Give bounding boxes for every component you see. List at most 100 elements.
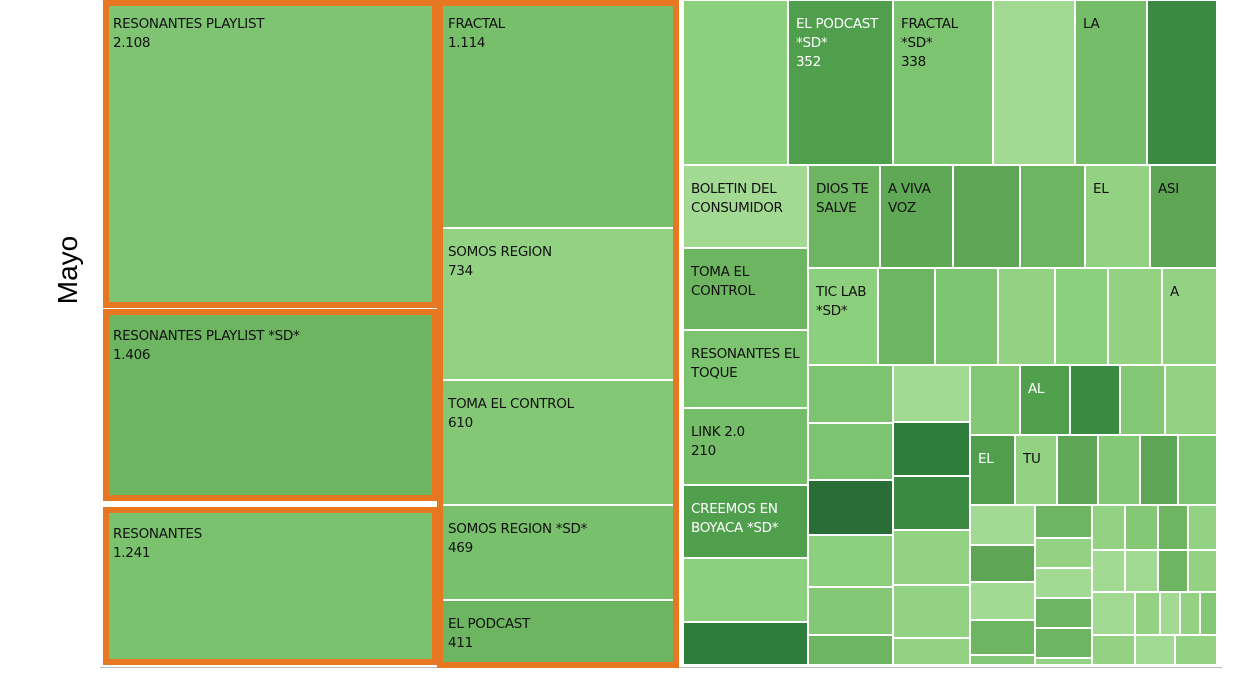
treemap-cell: [808, 365, 893, 423]
cell-name: EL: [978, 451, 994, 467]
treemap-cell: [808, 480, 893, 535]
treemap-cell: [1200, 592, 1217, 635]
treemap-cell: [1092, 592, 1135, 635]
treemap-cell: A VIVA VOZ: [880, 165, 953, 268]
treemap-cell: [1092, 635, 1135, 665]
treemap-cell: [1140, 435, 1178, 505]
cell-label: EL PODCAST 411: [448, 615, 670, 653]
cell-name: TU: [1023, 451, 1041, 467]
treemap-cell: [1165, 365, 1217, 435]
treemap-cell: [1035, 598, 1092, 628]
cell-label: A VIVA VOZ: [888, 180, 948, 218]
treemap-cell: [1035, 568, 1092, 598]
treemap-cell: [970, 620, 1035, 655]
cell-label: TOMA EL CONTROL 610: [448, 395, 670, 433]
cell-label: DIOS TE SALVE: [816, 180, 875, 218]
cell-name: TIC LAB *SD*: [816, 284, 867, 319]
treemap-cell: [1057, 435, 1098, 505]
treemap-cell: LINK 2.0 210: [683, 408, 808, 485]
cell-name: CREEMOS EN BOYACA *SD*: [691, 501, 779, 536]
cell-value: 469: [448, 540, 473, 556]
treemap-cell: [683, 0, 788, 165]
treemap-cell: [893, 530, 970, 585]
treemap-cell: EL: [970, 435, 1015, 505]
treemap-cell: [970, 582, 1035, 620]
treemap-cell: RESONANTES EL TOQUE: [683, 330, 808, 408]
treemap-cell: DIOS TE SALVE: [808, 165, 880, 268]
cell-name: DIOS TE SALVE: [816, 181, 869, 216]
cell-label: EL: [978, 450, 1010, 469]
cell-label: SOMOS REGION *SD* 469: [448, 520, 670, 558]
cell-label: AL: [1028, 380, 1065, 399]
treemap-cell: [1125, 505, 1158, 550]
treemap-cell: [993, 0, 1075, 165]
treemap-cell: [893, 365, 970, 422]
cell-value: 210: [691, 443, 716, 459]
cell-label: RESONANTES PLAYLIST *SD* 1.406: [113, 327, 430, 365]
cell-name: LA: [1083, 16, 1100, 32]
cell-value: 411: [448, 635, 473, 651]
treemap-cell: RESONANTES PLAYLIST *SD* 1.406: [105, 312, 435, 498]
cell-name: AL: [1028, 381, 1045, 397]
cell-label: FRACTAL 1.114: [448, 15, 670, 53]
treemap-cell: [1055, 268, 1108, 365]
cell-label: BOLETIN DEL CONSUMIDOR: [691, 180, 803, 218]
cell-label: TIC LAB *SD*: [816, 283, 873, 321]
treemap-cell: [808, 423, 893, 480]
treemap-cell: [1158, 505, 1188, 550]
cell-name: FRACTAL *SD*: [901, 16, 958, 51]
treemap-cell: ASI: [1150, 165, 1217, 268]
treemap-cell: [808, 535, 893, 587]
cell-value: 1.406: [113, 347, 151, 363]
treemap-cell: [1035, 505, 1092, 538]
treemap-cell: TOMA EL CONTROL 610: [440, 380, 675, 505]
treemap-cell: FRACTAL 1.114: [440, 0, 675, 228]
cell-name: FRACTAL: [448, 16, 505, 32]
treemap-cell: [1180, 592, 1200, 635]
cell-name: SOMOS REGION: [448, 244, 552, 260]
treemap-cell: [1092, 550, 1125, 592]
treemap-cell: [1070, 365, 1120, 435]
cell-name: BOLETIN DEL CONSUMIDOR: [691, 181, 783, 216]
treemap-cell: [953, 165, 1020, 268]
treemap-cell: [970, 655, 1035, 665]
treemap-cell: [893, 422, 970, 476]
cell-name: LINK 2.0: [691, 424, 745, 440]
treemap-cell: EL PODCAST 411: [440, 600, 675, 665]
cell-name: SOMOS REGION *SD*: [448, 521, 588, 537]
treemap-cell: [1092, 505, 1125, 550]
treemap-cell: SOMOS REGION 734: [440, 228, 675, 380]
treemap-cell: [970, 365, 1020, 435]
treemap-cell: [683, 622, 808, 665]
treemap-cell: LA: [1075, 0, 1147, 165]
treemap-cell: TU: [1015, 435, 1057, 505]
treemap-cell: EL PODCAST *SD* 352: [788, 0, 893, 165]
treemap-cell: [1108, 268, 1162, 365]
treemap-cell: FRACTAL *SD* 338: [893, 0, 993, 165]
cell-label: EL PODCAST *SD* 352: [796, 15, 888, 72]
cell-value: 734: [448, 263, 473, 279]
treemap-cell: [1135, 592, 1160, 635]
cell-value: 2.108: [113, 35, 151, 51]
treemap-cell: TIC LAB *SD*: [808, 268, 878, 365]
treemap-cell: [893, 476, 970, 530]
treemap-cell: [1175, 635, 1217, 665]
cell-name: RESONANTES PLAYLIST: [113, 16, 265, 32]
cell-name: EL PODCAST: [448, 616, 530, 632]
cell-label: CREEMOS EN BOYACA *SD*: [691, 500, 803, 538]
cell-name: ASI: [1158, 181, 1179, 197]
treemap-cell: A: [1162, 268, 1217, 365]
axis-line: [100, 667, 1222, 668]
cell-value: 1.241: [113, 545, 151, 561]
treemap-cell: RESONANTES 1.241: [105, 510, 435, 662]
treemap-cell: [1147, 0, 1217, 165]
treemap-cell: [1035, 538, 1092, 568]
cell-label: RESONANTES EL TOQUE: [691, 345, 803, 383]
cell-name: RESONANTES: [113, 526, 202, 542]
cell-label: EL: [1093, 180, 1145, 199]
cell-label: TU: [1023, 450, 1052, 469]
treemap-cell: [1188, 550, 1217, 592]
treemap-cell: [1035, 628, 1092, 658]
treemap-cell: BOLETIN DEL CONSUMIDOR: [683, 165, 808, 248]
